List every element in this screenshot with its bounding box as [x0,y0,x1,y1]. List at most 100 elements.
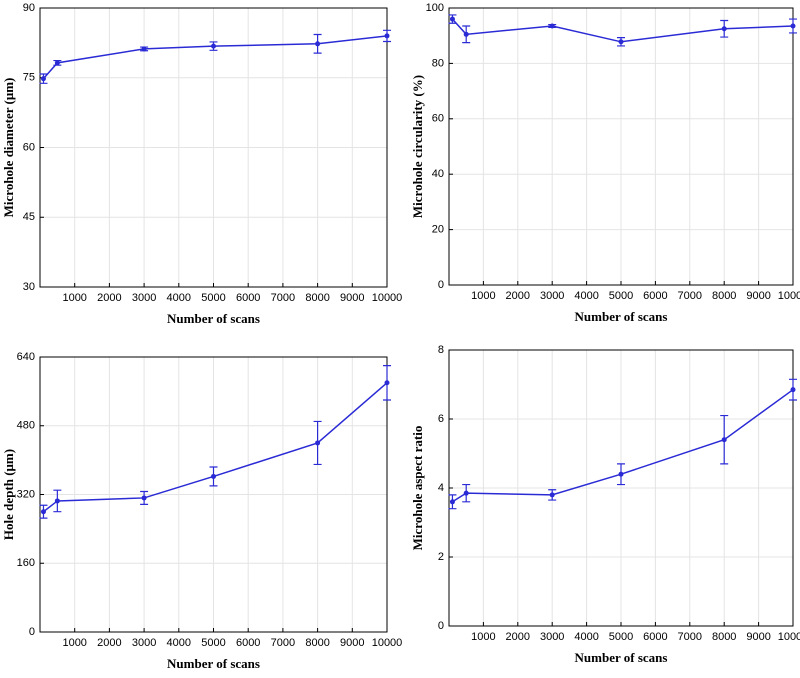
data-point [463,31,469,37]
x-tick-label: 9000 [340,292,364,304]
x-tick-label: 9000 [340,637,364,649]
x-tick-label: 8000 [305,637,329,649]
data-line [452,389,794,503]
y-tick-label: 8 [438,344,444,356]
y-tick-label: 80 [432,57,444,69]
plot-frame [39,7,388,288]
x-tick-label: 5000 [201,292,225,304]
x-tick-label: 2000 [506,631,530,643]
x-tick-label: 9000 [746,290,770,302]
x-tick-label: 1000 [471,290,495,302]
data-point [211,473,216,479]
y-tick-label: 640 [17,351,35,363]
data-point [384,380,390,386]
x-tick-label: 3000 [540,290,564,302]
x-axis-label: Number of scans [167,311,260,326]
data-line [451,18,794,43]
y-tick-label: 60 [23,141,35,153]
x-tick-label: 4000 [574,290,598,302]
data-point [141,495,147,501]
x-tick-label: 5000 [609,631,633,643]
y-tick-label: 160 [17,557,35,569]
y-tick-label: 90 [23,2,35,14]
x-tick-label: 10000 [372,292,403,304]
x-tick-label: 4000 [574,631,598,643]
y-tick-label: 6 [438,413,444,425]
data-point [449,16,455,22]
x-tick-label: 6000 [236,292,260,304]
x-tick-label: 8000 [712,290,736,302]
data-point [618,39,624,45]
y-tick-label: 45 [23,211,35,223]
x-tick-label: 10000 [372,637,403,649]
y-axis-label: Hole depth (μm) [1,449,16,540]
y-tick-label: 30 [23,281,35,293]
x-tick-label: 1000 [62,292,86,304]
x-axis-label: Number of scans [167,656,260,671]
y-tick-label: 480 [17,420,35,432]
x-tick-label: 2000 [97,292,121,304]
data-point [549,492,555,498]
data-point [790,23,796,29]
data-point [790,387,796,393]
x-tick-label: 5000 [609,290,633,302]
x-tick-label: 4000 [167,292,191,304]
x-tick-label: 8000 [305,292,329,304]
y-tick-label: 4 [438,482,444,494]
y-tick-label: 0 [438,620,444,632]
plot-frame [448,349,794,627]
y-axis-label: Microhole diameter (μm) [1,78,16,218]
data-point [618,471,624,477]
x-tick-label: 7000 [678,290,702,302]
data-point [40,509,46,515]
plot-frame [448,7,794,286]
y-tick-label: 320 [17,488,35,500]
data-point [54,60,60,66]
data-point [54,498,60,504]
x-tick-label: 2000 [506,290,530,302]
y-tick-label: 20 [432,224,444,236]
x-tick-label: 6000 [643,290,667,302]
x-tick-label: 6000 [236,637,260,649]
x-axis-label: Number of scans [575,309,668,324]
data-point [40,76,46,82]
data-point [141,46,147,52]
data-point [211,43,216,49]
x-tick-label: 7000 [271,292,295,304]
data-line [43,382,388,513]
x-tick-label: 7000 [678,631,702,643]
y-axis-label: Microhole aspect ratio [410,426,425,551]
y-tick-label: 2 [438,551,444,563]
x-tick-label: 6000 [643,631,667,643]
x-tick-label: 8000 [712,631,736,643]
data-point [721,437,727,443]
data-point [449,499,455,505]
x-tick-label: 9000 [746,631,770,643]
y-tick-label: 60 [432,113,444,125]
x-tick-label: 10000 [778,290,800,302]
plot-frame [39,356,388,633]
x-tick-label: 2000 [97,637,121,649]
data-point [721,26,727,32]
x-tick-label: 4000 [167,637,191,649]
y-tick-label: 0 [29,626,35,638]
x-tick-label: 10000 [778,631,800,643]
x-tick-label: 3000 [132,637,156,649]
data-point [315,41,321,47]
x-axis-label: Number of scans [575,650,668,665]
x-tick-label: 3000 [132,292,156,304]
x-tick-label: 5000 [201,637,225,649]
x-tick-label: 3000 [540,631,564,643]
data-point [315,440,321,446]
y-tick-label: 40 [432,168,444,180]
data-point [549,23,555,29]
y-tick-label: 100 [426,2,444,14]
x-tick-label: 1000 [471,631,495,643]
y-axis-label: Microhole circularity (%) [410,75,425,218]
x-tick-label: 7000 [271,637,295,649]
y-tick-label: 75 [23,72,35,84]
data-point [384,33,390,39]
data-point [463,490,469,496]
